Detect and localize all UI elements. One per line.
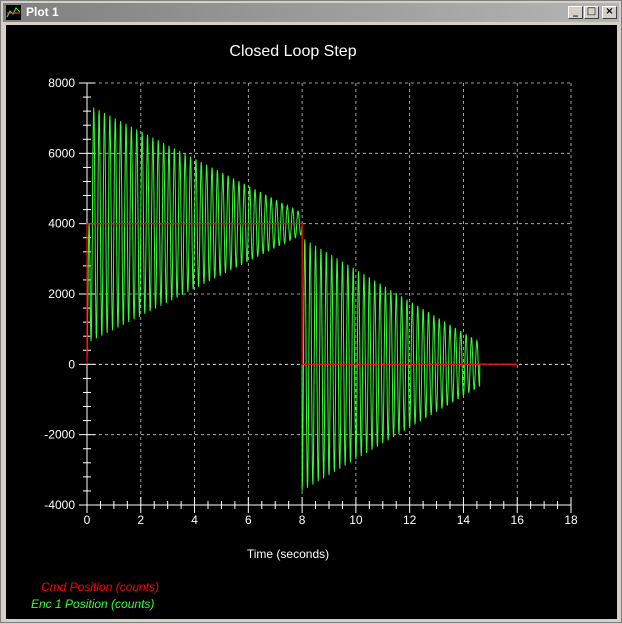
y-tick-label: 2000 [48,287,75,301]
legend-cmd: Cmd Position (counts) [41,580,159,594]
x-tick-label: 16 [511,513,525,527]
maximize-button[interactable]: □ [584,6,599,19]
legend-enc: Enc 1 Position (counts) [31,597,154,611]
chart-title: Closed Loop Step [229,43,356,60]
y-tick-label: 8000 [48,76,75,90]
x-tick-label: 12 [403,513,417,527]
cmd-position-line [86,223,518,365]
close-button[interactable]: × [602,6,617,19]
x-axis-label: Time (seconds) [247,547,329,561]
x-tick-label: 18 [564,513,578,527]
minimize-button[interactable]: _ [568,6,583,19]
title-bar[interactable]: Plot 1 _ □ × [3,3,619,22]
grid-layer [87,82,572,505]
x-tick-label: 6 [245,513,252,527]
x-tick-label: 14 [457,513,471,527]
y-tick-label: 0 [68,357,75,371]
plot-area: Closed Loop Step Time (seconds) 0 2 4 6 8 10 1… [6,25,617,619]
y-tick-label: 4000 [48,217,75,231]
x-tick-label: 10 [349,513,363,527]
x-tick-label: 2 [137,513,144,527]
y-tick-label: -4000 [44,498,75,512]
x-tick-label: 8 [299,513,306,527]
x-tick-label: 4 [191,513,198,527]
window-title: Plot 1 [26,5,59,19]
y-tick-label: -2000 [44,428,75,442]
series-layer [86,107,518,491]
y-tick-label: 6000 [48,146,75,160]
x-tick-label: 0 [84,513,91,527]
plot-app-icon [6,5,21,20]
chart-svg: Closed Loop Step Time (seconds) 0 2 4 6 8 10 1… [31,43,578,611]
